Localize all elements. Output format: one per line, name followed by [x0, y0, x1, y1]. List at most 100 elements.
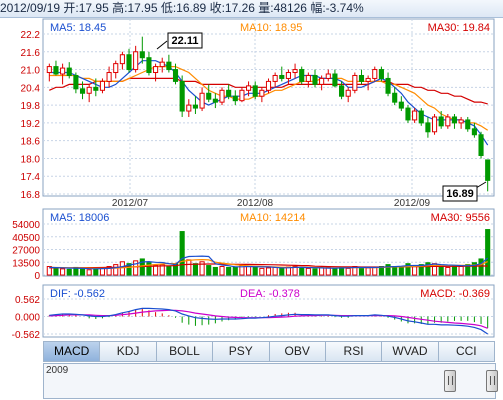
macd-panel-frame: [42, 284, 495, 338]
candle-body: [272, 74, 278, 82]
volume-tick-label: 54000: [12, 220, 40, 231]
volume-bar: [159, 264, 165, 276]
volume-bar: [166, 266, 172, 276]
indicator-tabs: MACD KDJ BOLL PSY OBV RSI WVAD CCI: [43, 341, 495, 362]
volume-tick-label: 27000: [12, 246, 40, 257]
candle-body: [279, 74, 285, 79]
candle-body: [192, 104, 198, 109]
tab-psy[interactable]: PSY: [212, 341, 270, 362]
date-tick-label: 2012/09: [394, 198, 431, 209]
price-tick-label: 19.8: [21, 101, 41, 112]
candle-body: [352, 74, 358, 91]
volume-bar: [385, 264, 391, 276]
volume-bar: [299, 267, 305, 276]
candle-body: [465, 119, 471, 130]
volume-bar: [146, 262, 152, 276]
candle-body: [172, 69, 179, 82]
price-ma5-legend: MA5: 18.45: [50, 22, 106, 34]
quote-header: 2012/09/19 开:17.95 高:17.95 低:16.89 收:17.…: [0, 0, 503, 18]
volume-bar: [232, 266, 238, 276]
volume-bar: [93, 268, 99, 276]
tab-obv[interactable]: OBV: [268, 341, 326, 362]
volume-bar: [259, 267, 265, 276]
candle-body: [106, 72, 112, 82]
volume-bar: [226, 266, 232, 276]
candle-body: [398, 101, 404, 109]
grip-icon: [448, 376, 453, 385]
volume-bar: [365, 267, 371, 276]
volume-bar: [465, 264, 471, 276]
macd-tick-label: 0.562: [15, 295, 40, 306]
volume-bar: [398, 266, 404, 276]
volume-bar: [305, 267, 311, 276]
candle-body: [119, 54, 125, 65]
candle-body: [60, 67, 66, 75]
volume-bar: [106, 266, 112, 276]
volume-bar: [458, 266, 464, 276]
macd-dea-legend: DEA: -0.378: [240, 288, 300, 300]
volume-bar: [212, 266, 218, 276]
volume-bar: [392, 266, 398, 276]
candle-body: [312, 74, 318, 85]
candle-body: [445, 116, 451, 127]
volume-bar: [46, 266, 52, 276]
grip-icon: [490, 376, 495, 385]
quote-close: 收:17.26: [209, 1, 255, 15]
high-marker-pointer: [156, 40, 168, 50]
volume-bar: [312, 268, 318, 276]
volume-bar: [332, 267, 338, 276]
candle-body: [206, 92, 212, 100]
volume-bar: [192, 263, 198, 276]
navigator-right-handle[interactable]: [486, 370, 498, 392]
candle-body: [113, 63, 119, 74]
volume-bar: [252, 266, 258, 276]
price-tick-label: 21.0: [21, 66, 41, 77]
candle-body: [139, 51, 145, 59]
candle-body: [332, 73, 338, 87]
volume-bar: [113, 264, 119, 276]
candle-body: [93, 86, 99, 91]
candle-body: [358, 74, 365, 82]
candle-body: [53, 66, 59, 75]
tab-rsi[interactable]: RSI: [324, 341, 383, 362]
candle-body: [485, 159, 491, 181]
tab-boll[interactable]: BOLL: [155, 341, 214, 362]
candle-body: [319, 77, 325, 85]
candle-body: [239, 89, 245, 102]
candle-body: [425, 122, 431, 133]
candle-body: [418, 110, 424, 124]
date-tick-label: 2012/07: [112, 198, 149, 209]
volume-bar: [279, 267, 285, 276]
volume-bar: [60, 268, 66, 276]
price-tick-label: 17.4: [21, 172, 41, 183]
quote-date: 2012/09/19: [0, 1, 61, 15]
volume-bar: [292, 266, 298, 276]
macd-tick-label: 0.000: [15, 313, 40, 324]
candle-body: [79, 88, 86, 94]
candle-body: [46, 66, 52, 74]
price-panel-frame: [42, 18, 495, 197]
tab-macd[interactable]: MACD: [43, 341, 101, 362]
volume-bar: [425, 262, 431, 276]
tab-cci[interactable]: CCI: [437, 341, 495, 362]
price-tick-label: 21.6: [21, 48, 41, 59]
candle-body: [405, 107, 411, 121]
candle-body: [438, 116, 444, 127]
low-marker-pointer: [475, 181, 487, 189]
candle-body: [265, 80, 272, 91]
candle-body: [412, 110, 418, 121]
candle-body: [478, 134, 484, 156]
navigator-left-handle[interactable]: [444, 370, 456, 392]
candle-body: [66, 67, 72, 76]
range-navigator[interactable]: [43, 363, 496, 399]
volume-bar: [418, 264, 424, 276]
candle-body: [325, 73, 331, 79]
candle-body: [153, 66, 159, 74]
tab-kdj[interactable]: KDJ: [99, 341, 157, 362]
candle-body: [285, 72, 291, 79]
volume-bar: [219, 266, 225, 276]
candle-body: [259, 89, 265, 97]
volume-bar: [153, 265, 159, 276]
price-tick-label: 19.2: [21, 119, 41, 130]
tab-wvad[interactable]: WVAD: [381, 341, 439, 362]
